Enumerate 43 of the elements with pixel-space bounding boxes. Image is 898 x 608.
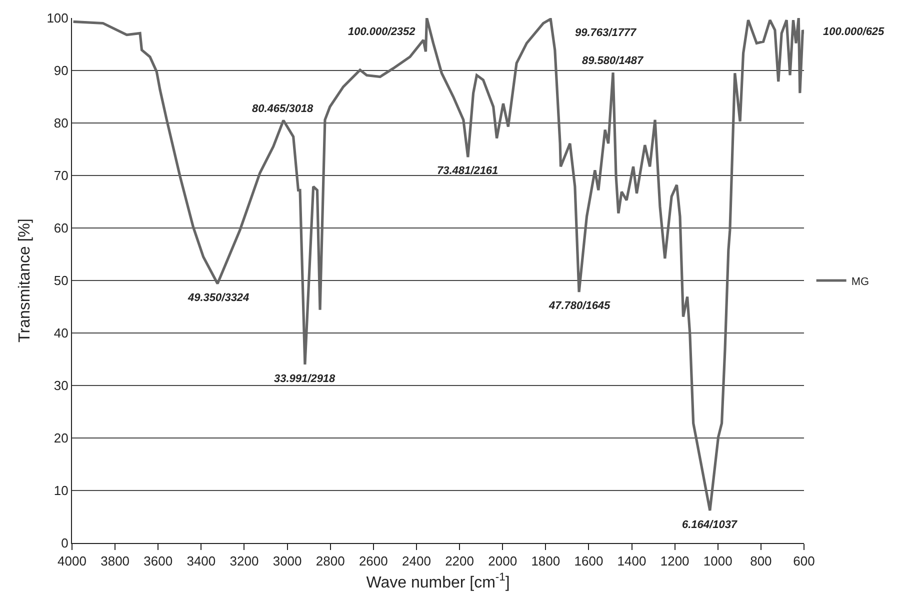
legend-label: MG bbox=[851, 276, 870, 288]
x-tick-label: 4000 bbox=[58, 554, 86, 569]
y-tick-label: 30 bbox=[54, 378, 68, 394]
x-axis-title: Wave number [cm$^{-1}$] bbox=[366, 572, 510, 592]
x-tick-label: 2400 bbox=[402, 554, 431, 569]
y-tick-label: 40 bbox=[54, 326, 68, 341]
x-tick-label: 3400 bbox=[186, 554, 216, 569]
y-tick-label: 70 bbox=[54, 168, 68, 184]
y-tick-label: 0 bbox=[61, 536, 68, 551]
x-tick-label: 2000 bbox=[488, 554, 518, 569]
annotation: 99.763/1777 bbox=[575, 27, 638, 39]
x-tick-label: 1000 bbox=[703, 554, 732, 569]
annotation: 49.350/3324 bbox=[187, 292, 250, 304]
y-tick-label: 60 bbox=[54, 220, 68, 236]
y-tick-label: 100 bbox=[46, 10, 68, 26]
y-tick-label: 10 bbox=[54, 483, 68, 498]
x-tick-label: 3000 bbox=[272, 554, 302, 569]
y-tick-label: 90 bbox=[54, 63, 68, 78]
annotation: 100.000/625 bbox=[823, 26, 886, 38]
y-tick-label: 50 bbox=[54, 273, 68, 288]
y-tick-label: 20 bbox=[54, 430, 68, 446]
annotation: 100.000/2352 bbox=[348, 26, 416, 38]
x-tick-label: 800 bbox=[750, 554, 772, 569]
y-axis-title: Transmitance [%] bbox=[16, 218, 34, 342]
x-tick-label: 1800 bbox=[531, 554, 560, 569]
x-tick-label: 3800 bbox=[100, 554, 130, 569]
annotation: 89.580/1487 bbox=[582, 55, 644, 67]
x-tick-label: 1200 bbox=[660, 554, 690, 569]
annotation: 6.164/1037 bbox=[682, 519, 738, 531]
x-tick-label: 3200 bbox=[230, 554, 259, 569]
x-tick-label: 1400 bbox=[617, 554, 646, 569]
x-tick-label: 600 bbox=[793, 554, 815, 569]
annotation: 47.780/1645 bbox=[548, 300, 612, 312]
x-tick-label: 2800 bbox=[316, 554, 345, 569]
x-tick-label: 2600 bbox=[358, 554, 388, 569]
annotation: 80.465/3018 bbox=[252, 103, 314, 115]
line-series bbox=[72, 18, 804, 512]
x-tick-label: 2200 bbox=[445, 554, 474, 569]
annotation: 33.991/2918 bbox=[274, 373, 336, 385]
y-tick-label: 80 bbox=[54, 116, 68, 131]
x-tick-label: 1600 bbox=[574, 554, 604, 569]
annotation: 73.481/2161 bbox=[437, 165, 498, 177]
x-tick-label: 3600 bbox=[144, 554, 173, 569]
